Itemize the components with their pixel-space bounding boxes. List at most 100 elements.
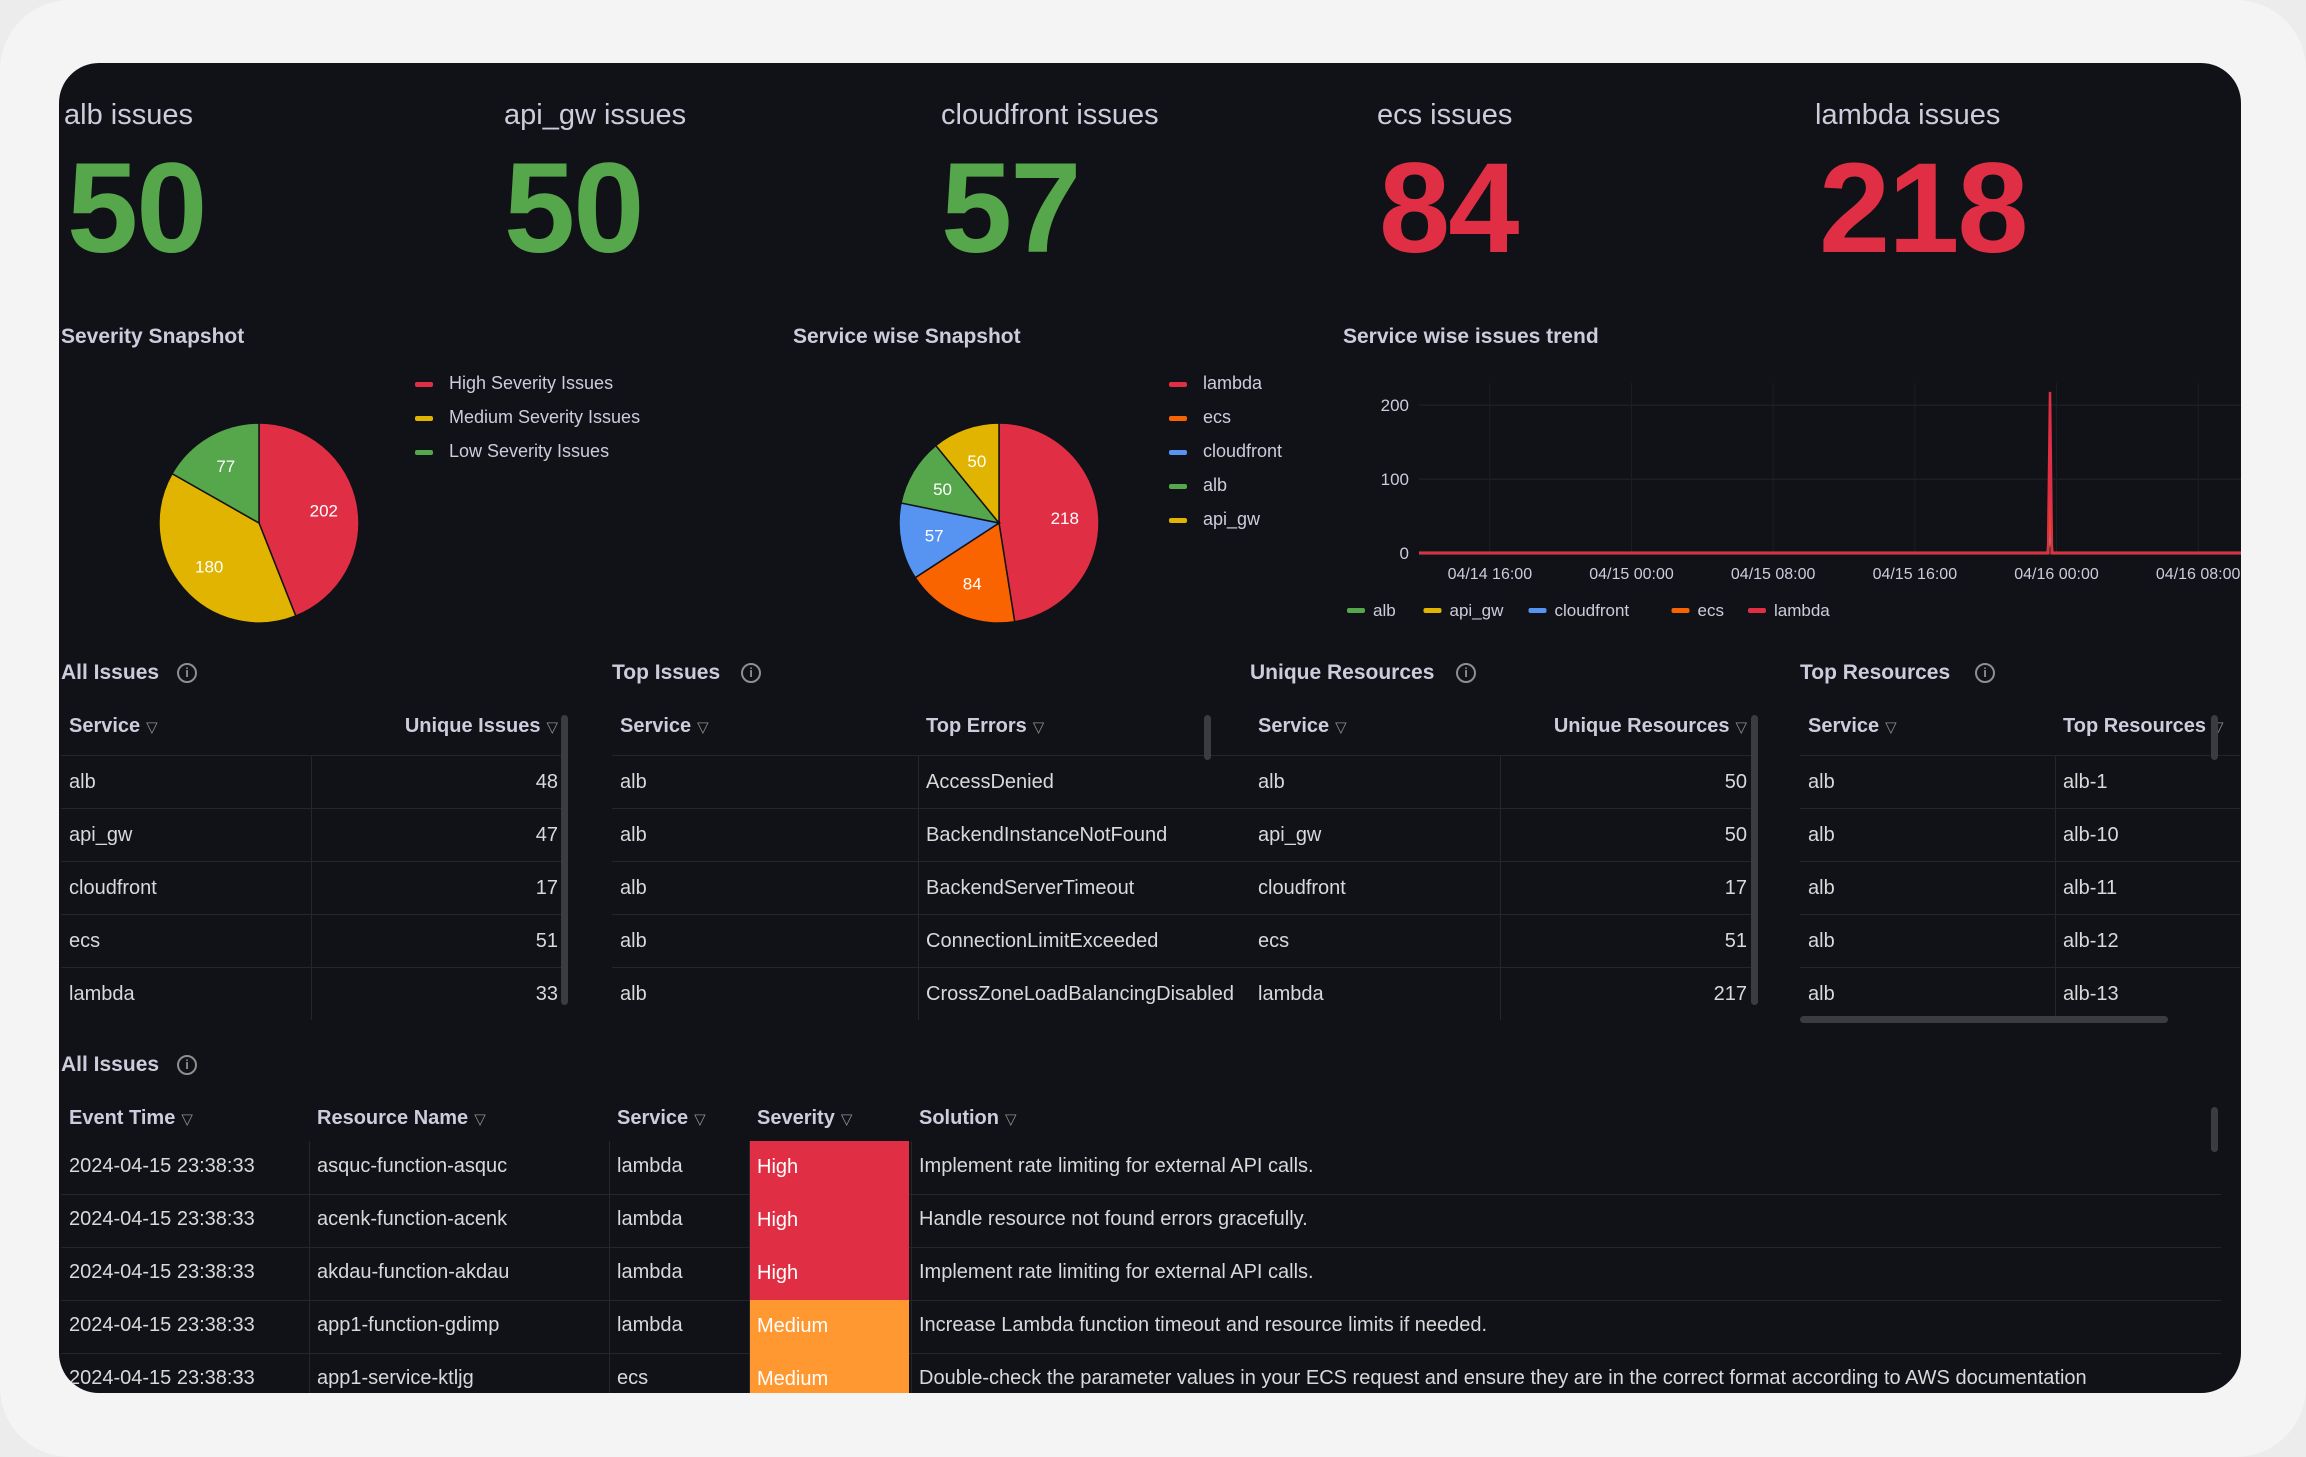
legend-item[interactable]: Low Severity Issues: [415, 441, 609, 462]
table-cell: alb: [69, 771, 96, 793]
legend-item[interactable]: cloudfront: [1169, 441, 1282, 462]
pie-slice[interactable]: [914, 521, 1016, 624]
column-header[interactable]: Top Resources▽: [2063, 715, 2224, 738]
column-header-label: Event Time: [69, 1107, 176, 1129]
x-tick-label: 04/15 08:00: [1731, 566, 1816, 583]
legend-item[interactable]: ecs: [1671, 601, 1724, 620]
column-header[interactable]: Unique Issues ▽: [311, 715, 558, 738]
y-tick-label: 0: [1400, 544, 1409, 563]
filter-icon[interactable]: ▽: [1004, 1111, 1017, 1128]
vertical-scrollbar[interactable]: [2211, 715, 2218, 760]
table-cell: alb-11: [2063, 877, 2118, 899]
series-line-cloudfront[interactable]: [1419, 510, 2241, 555]
divider: [1800, 967, 2240, 968]
pie-slice[interactable]: [171, 422, 260, 525]
filter-icon[interactable]: ▽: [697, 719, 709, 736]
column-header[interactable]: Service ▽: [620, 715, 709, 738]
legend-item[interactable]: High Severity Issues: [415, 373, 613, 394]
info-icon[interactable]: i: [741, 663, 761, 683]
vertical-scrollbar[interactable]: [561, 715, 568, 1005]
info-icon[interactable]: i: [1975, 663, 1995, 683]
column-header[interactable]: Service ▽: [69, 715, 158, 738]
legend-item[interactable]: alb: [1169, 475, 1227, 496]
table-cell: app1-function-gdimp: [317, 1314, 500, 1336]
table-cell: api_gw: [69, 824, 133, 846]
divider: [612, 861, 1272, 862]
service-pie-chart: 218 84 57 50 50: [898, 422, 1100, 624]
filter-icon[interactable]: ▽: [474, 1111, 486, 1128]
table-cell: alb: [1808, 877, 1835, 899]
filter-icon[interactable]: ▽: [694, 1111, 706, 1128]
legend-item[interactable]: Medium Severity Issues: [415, 407, 640, 428]
legend-item[interactable]: ecs: [1169, 407, 1231, 428]
column-header[interactable]: Resource Name ▽: [317, 1107, 486, 1130]
column-header-label: Top Errors: [926, 715, 1027, 737]
panel-title-all-issues: All Issues: [61, 661, 160, 684]
legend-item[interactable]: api_gw: [1423, 601, 1505, 620]
divider: [1800, 861, 2240, 862]
info-icon[interactable]: i: [1456, 663, 1476, 683]
table-cell: Increase Lambda function timeout and res…: [919, 1314, 1488, 1336]
dashboard-screen: alb issues 50 api_gw issues 50 cloudfron…: [59, 63, 2241, 1393]
column-header[interactable]: Event Time ▽: [69, 1107, 193, 1130]
filter-icon[interactable]: ▽: [181, 1111, 193, 1128]
column-header[interactable]: Service ▽: [1258, 715, 1347, 738]
divider: [612, 808, 1272, 809]
legend-item[interactable]: api_gw: [1169, 509, 1260, 530]
table-cell: alb: [620, 824, 647, 846]
divider: [61, 914, 566, 915]
legend-label: cloudfront: [1555, 601, 1630, 620]
pie-slice[interactable]: [934, 422, 1000, 526]
vertical-scrollbar[interactable]: [1204, 715, 1211, 760]
legend-item[interactable]: lambda: [1169, 373, 1262, 394]
divider: [918, 755, 919, 1020]
filter-icon[interactable]: ▽: [1335, 719, 1347, 736]
column-header[interactable]: Service ▽: [1808, 715, 1897, 738]
table-cell: 50: [1724, 771, 1747, 793]
column-header[interactable]: Top Errors ▽: [926, 715, 1044, 738]
table-cell: AccessDenied: [926, 771, 1054, 793]
table-cell: ecs: [617, 1367, 649, 1389]
panel-title-top-resources: Top Resources: [1800, 661, 1951, 684]
divider: [609, 1141, 610, 1393]
pie-slice[interactable]: [998, 422, 1100, 623]
filter-icon[interactable]: ▽: [840, 1111, 853, 1128]
filter-icon[interactable]: ▽: [146, 719, 158, 736]
pie-slice[interactable]: [258, 422, 360, 617]
horizontal-scrollbar[interactable]: [1800, 1016, 2168, 1023]
info-icon[interactable]: i: [177, 663, 197, 683]
legend-item[interactable]: lambda: [1748, 601, 1830, 620]
legend-item[interactable]: cloudfront: [1528, 601, 1630, 620]
series-line-lambda[interactable]: [1419, 391, 2241, 555]
divider: [2055, 755, 2056, 1020]
pie-slice[interactable]: [900, 444, 1001, 525]
filter-icon[interactable]: ▽: [1032, 719, 1045, 736]
legend-label: api_gw: [1450, 601, 1505, 620]
legend-swatch: [1748, 608, 1766, 613]
table-cell: asquc-function-asquc: [317, 1155, 508, 1177]
pie-slice[interactable]: [898, 502, 1001, 579]
series-line-ecs[interactable]: [1419, 490, 2241, 555]
table-cell: lambda: [617, 1208, 683, 1230]
table-cell: 2024-04-15 23:38:33: [69, 1314, 255, 1336]
filter-icon[interactable]: ▽: [1735, 719, 1747, 736]
severity-badge: High: [749, 1141, 909, 1194]
filter-icon[interactable]: ▽: [546, 719, 558, 736]
severity-pie-chart: 202 180 77: [158, 422, 360, 624]
series-line-api_gw[interactable]: [1419, 515, 2241, 555]
column-header[interactable]: Service ▽: [617, 1107, 706, 1130]
filter-icon[interactable]: ▽: [1885, 719, 1897, 736]
column-header-label: Resource Name: [317, 1107, 469, 1129]
legend-item[interactable]: alb: [1347, 601, 1396, 620]
vertical-scrollbar[interactable]: [1751, 715, 1758, 1005]
series-line-alb[interactable]: [1419, 515, 2241, 555]
column-header[interactable]: Severity ▽: [757, 1107, 852, 1130]
pie-slice[interactable]: [158, 472, 297, 624]
info-icon[interactable]: i: [177, 1055, 197, 1075]
legend-swatch: [1347, 608, 1365, 613]
column-header[interactable]: Unique Resources ▽: [1500, 715, 1747, 738]
table-cell: alb: [1808, 824, 1835, 846]
vertical-scrollbar[interactable]: [2211, 1107, 2218, 1152]
column-header[interactable]: Solution ▽: [919, 1107, 1017, 1130]
